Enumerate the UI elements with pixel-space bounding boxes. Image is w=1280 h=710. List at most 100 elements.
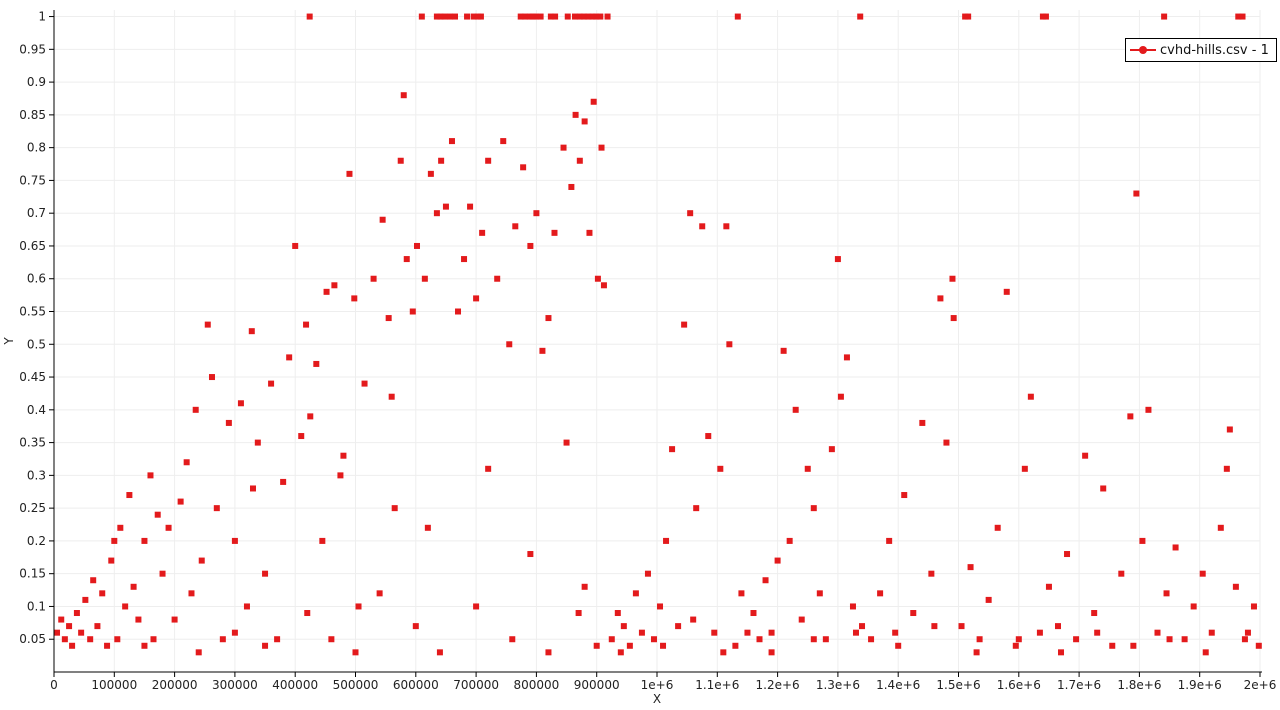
x-tick-label: 1.9e+6 <box>1178 678 1222 692</box>
data-point <box>352 649 359 656</box>
data-point <box>521 13 528 20</box>
data-point <box>509 636 516 643</box>
data-point <box>834 256 841 263</box>
data-point <box>1250 603 1257 610</box>
data-point <box>1100 485 1107 492</box>
data-point <box>768 629 775 636</box>
data-point <box>361 380 368 387</box>
x-tick-label: 900000 <box>574 678 620 692</box>
data-point <box>705 433 712 440</box>
data-point <box>693 505 700 512</box>
data-point <box>1154 629 1161 636</box>
data-point <box>687 210 694 217</box>
data-point <box>414 242 421 249</box>
x-tick-label: 0 <box>50 678 58 692</box>
data-point <box>130 583 137 590</box>
data-point <box>738 590 745 597</box>
y-tick-label: 1 <box>38 10 46 24</box>
data-point <box>231 537 238 544</box>
data-point <box>1241 636 1248 643</box>
data-point <box>213 505 220 512</box>
data-point <box>810 505 817 512</box>
data-point <box>734 13 741 20</box>
data-point <box>1223 465 1230 472</box>
data-point <box>937 295 944 302</box>
data-point <box>427 170 434 177</box>
data-point <box>249 485 256 492</box>
data-point <box>910 610 917 617</box>
data-point <box>822 636 829 643</box>
data-point <box>66 623 73 630</box>
data-point <box>141 642 148 649</box>
data-point <box>286 354 293 361</box>
data-point <box>585 13 592 20</box>
data-point <box>150 636 157 643</box>
data-point <box>1064 551 1071 558</box>
data-point <box>69 642 76 649</box>
data-point <box>681 321 688 328</box>
data-point <box>237 400 244 407</box>
data-point <box>1054 623 1061 630</box>
data-point <box>568 183 575 190</box>
x-tick-label: 1e+6 <box>641 678 674 692</box>
y-tick-label: 0.1 <box>27 599 46 613</box>
y-tick-label: 0.05 <box>19 632 46 646</box>
data-point <box>626 642 633 649</box>
data-point <box>859 623 866 630</box>
data-point <box>868 636 875 643</box>
data-point <box>303 321 310 328</box>
data-point <box>73 610 80 617</box>
data-point <box>1139 537 1146 544</box>
data-point <box>1130 642 1137 649</box>
data-point <box>485 157 492 164</box>
data-point <box>657 603 664 610</box>
data-point <box>1073 636 1080 643</box>
data-point <box>901 492 908 499</box>
data-point <box>82 596 89 603</box>
x-tick-label: 300000 <box>212 678 258 692</box>
data-point <box>575 610 582 617</box>
data-point <box>985 596 992 603</box>
data-point <box>304 610 311 617</box>
data-point <box>857 13 864 20</box>
data-point <box>474 13 481 20</box>
data-point <box>473 603 480 610</box>
legend-label: cvhd-hills.csv - 1 <box>1160 42 1269 58</box>
y-tick-label: 0.35 <box>19 436 46 450</box>
data-point <box>58 616 65 623</box>
data-point <box>792 406 799 413</box>
data-point <box>1208 629 1215 636</box>
data-point <box>104 642 111 649</box>
data-point <box>195 649 202 656</box>
data-point <box>340 452 347 459</box>
data-point <box>1012 642 1019 649</box>
data-point <box>699 223 706 230</box>
data-point <box>328 636 335 643</box>
data-point <box>949 275 956 282</box>
data-point <box>400 92 407 99</box>
data-point <box>663 537 670 544</box>
data-point <box>114 636 121 643</box>
data-point <box>717 465 724 472</box>
data-point <box>473 295 480 302</box>
data-point <box>593 13 600 20</box>
data-point <box>192 406 199 413</box>
y-tick-label: 0.15 <box>19 567 46 581</box>
x-tick-label: 1.6e+6 <box>997 678 1041 692</box>
y-tick-label: 0.5 <box>27 337 46 351</box>
data-point <box>418 13 425 20</box>
data-point <box>87 636 94 643</box>
data-point <box>1094 629 1101 636</box>
data-point <box>768 649 775 656</box>
data-point <box>843 354 850 361</box>
data-point <box>243 603 250 610</box>
data-point <box>421 275 428 282</box>
data-point <box>506 341 513 348</box>
x-tick-label: 600000 <box>393 678 439 692</box>
data-point <box>529 13 536 20</box>
data-point <box>650 636 657 643</box>
y-tick-label: 0.45 <box>19 370 46 384</box>
data-point <box>479 229 486 236</box>
data-point <box>520 164 527 171</box>
data-point <box>723 223 730 230</box>
